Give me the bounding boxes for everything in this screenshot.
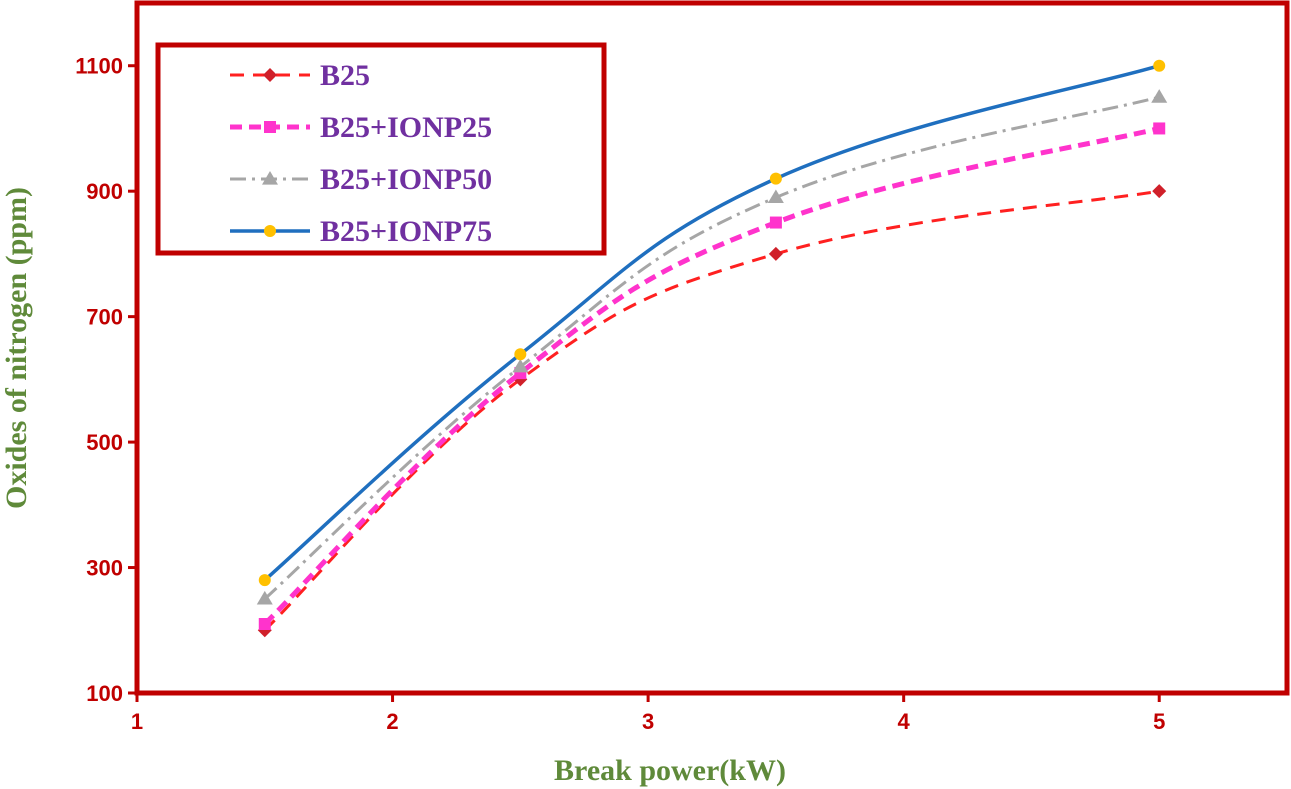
x-axis-ticks: 1 2 3 4 5	[131, 693, 1165, 734]
x-tick-label: 3	[642, 709, 654, 734]
x-tick-label: 2	[386, 709, 398, 734]
series-4	[258, 59, 1166, 587]
legend-entry: B25+IONP50	[230, 163, 492, 196]
legend-entries: B25 B25+IONP25 B25+IONP50 B25+IONP75	[230, 59, 492, 248]
data-point	[514, 348, 527, 361]
chart-frame	[134, 0, 1290, 696]
y-tick-label: 100	[86, 681, 123, 706]
series-line	[263, 64, 1160, 582]
data-point	[768, 246, 783, 261]
x-tick-label: 1	[131, 709, 143, 734]
x-axis-title: Break power(kW)	[554, 754, 786, 787]
y-tick-label: 700	[86, 305, 123, 330]
legend-entry: B25+IONP75	[230, 215, 492, 248]
x-tick-label: 5	[1153, 709, 1165, 734]
y-tick-label: 300	[86, 556, 123, 581]
y-axis-title: Oxides of nitrogen (ppm)	[0, 187, 33, 509]
series-layer	[256, 59, 1168, 638]
x-tick-label: 4	[898, 709, 911, 734]
data-point	[769, 172, 782, 185]
legend-label: B25+IONP50	[320, 163, 492, 196]
data-point	[258, 618, 271, 630]
series-3	[256, 89, 1168, 605]
series-line	[263, 95, 1160, 601]
legend-swatch-marker	[264, 121, 276, 133]
legend-label: B25+IONP75	[320, 215, 492, 248]
series-line	[263, 189, 1160, 632]
data-point	[512, 358, 529, 373]
legend-swatch-marker	[264, 225, 276, 237]
data-point	[1151, 89, 1168, 103]
legend-box	[155, 42, 607, 256]
legend-entry: B25+IONP25	[230, 111, 492, 144]
legend-label: B25	[320, 59, 370, 92]
y-tick-label: 900	[86, 179, 123, 204]
data-point	[769, 216, 782, 229]
legend: B25 B25+IONP25 B25+IONP50 B25+IONP75	[155, 42, 607, 256]
y-tick-label: 1100	[75, 54, 123, 79]
data-point	[1153, 59, 1166, 72]
legend-swatch-marker	[262, 171, 278, 185]
data-point	[1153, 122, 1166, 135]
data-point	[767, 189, 784, 204]
legend-label: B25+IONP25	[320, 111, 492, 144]
data-point	[256, 590, 273, 605]
data-point	[1152, 184, 1167, 199]
y-axis-ticks: 100 300 500 700 900 1100	[75, 54, 137, 706]
legend-swatch-marker	[263, 68, 277, 82]
series-2	[258, 122, 1166, 630]
y-tick-label: 500	[86, 430, 123, 455]
legend-entry: B25	[230, 59, 370, 92]
data-point	[258, 574, 271, 587]
series-line	[263, 126, 1160, 626]
